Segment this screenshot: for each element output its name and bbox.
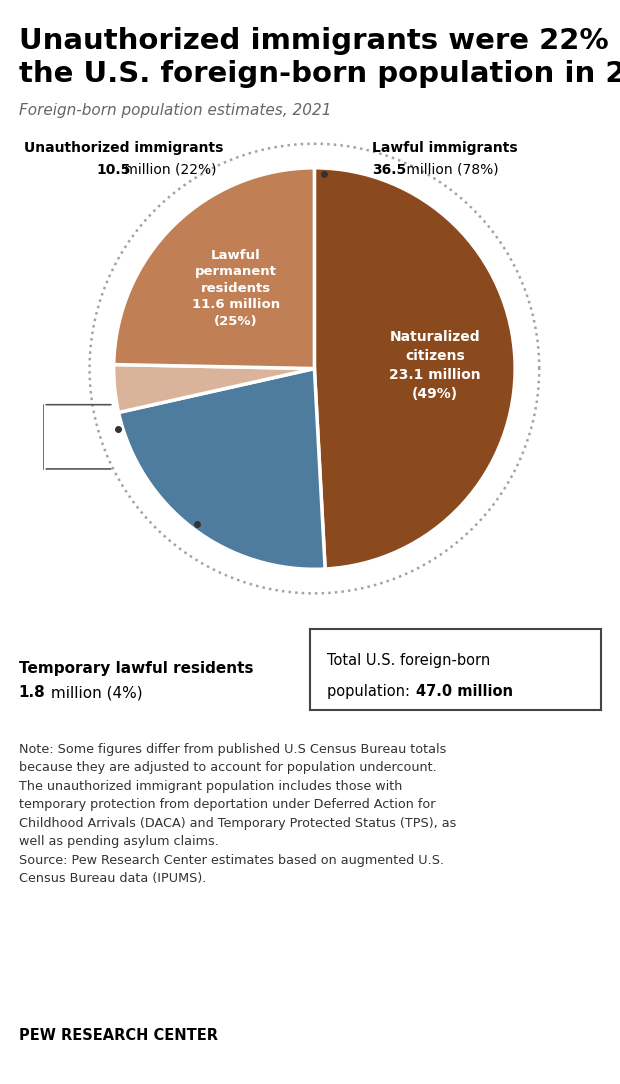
Text: Lawful
permanent
residents
11.6 million
(25%): Lawful permanent residents 11.6 million … — [192, 248, 280, 327]
Text: Lawful immigrants: Lawful immigrants — [372, 141, 518, 155]
Text: Temporary lawful residents: Temporary lawful residents — [19, 661, 253, 676]
Text: Foreign-born population estimates, 2021: Foreign-born population estimates, 2021 — [19, 103, 331, 118]
Text: the U.S. foreign-born population in 2021: the U.S. foreign-born population in 2021 — [19, 60, 620, 88]
Text: Note: Some figures differ from published U.S Census Bureau totals
because they a: Note: Some figures differ from published… — [19, 743, 456, 885]
Wedge shape — [118, 369, 325, 569]
Wedge shape — [113, 364, 314, 413]
Wedge shape — [314, 168, 515, 569]
Text: million (4%): million (4%) — [46, 685, 143, 700]
Wedge shape — [113, 168, 314, 369]
Text: Unauthorized immigrants were 22% of: Unauthorized immigrants were 22% of — [19, 27, 620, 55]
Text: million (78%): million (78%) — [402, 163, 498, 177]
Text: 36.5: 36.5 — [372, 163, 406, 177]
Text: Naturalized
citizens
23.1 million
(49%): Naturalized citizens 23.1 million (49%) — [389, 330, 480, 401]
Text: Total U.S. foreign-born: Total U.S. foreign-born — [327, 653, 491, 668]
Text: million (22%): million (22%) — [120, 163, 216, 177]
Text: Unauthorized immigrants: Unauthorized immigrants — [24, 141, 224, 155]
Text: 47.0 million: 47.0 million — [417, 684, 513, 699]
Text: 10.5: 10.5 — [96, 163, 130, 177]
Text: PEW RESEARCH CENTER: PEW RESEARCH CENTER — [19, 1028, 218, 1043]
Text: population:: population: — [327, 684, 415, 699]
Text: 1.8: 1.8 — [19, 685, 45, 700]
